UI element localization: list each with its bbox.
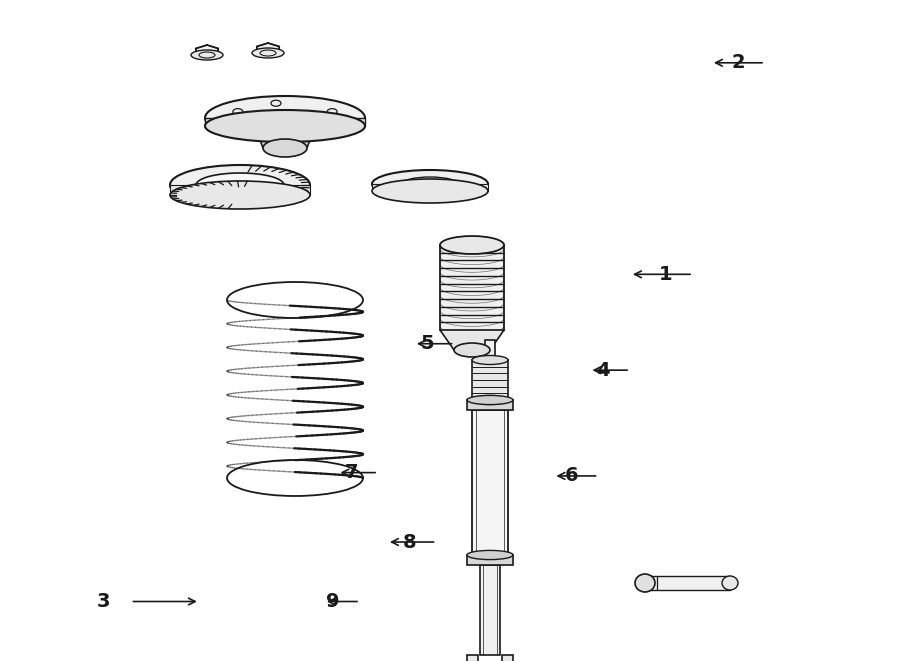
- Polygon shape: [480, 565, 500, 655]
- Ellipse shape: [372, 170, 488, 198]
- Polygon shape: [256, 43, 279, 57]
- Ellipse shape: [472, 395, 508, 405]
- Text: 9: 9: [326, 592, 340, 611]
- Polygon shape: [472, 360, 508, 400]
- Text: 5: 5: [420, 334, 435, 353]
- Polygon shape: [645, 576, 730, 590]
- Ellipse shape: [467, 395, 513, 405]
- Ellipse shape: [170, 165, 310, 205]
- Text: 3: 3: [97, 592, 110, 611]
- Polygon shape: [170, 185, 310, 195]
- Polygon shape: [195, 45, 219, 59]
- Ellipse shape: [454, 343, 490, 357]
- Ellipse shape: [263, 139, 307, 157]
- Ellipse shape: [191, 50, 223, 60]
- Polygon shape: [485, 340, 495, 360]
- Polygon shape: [255, 126, 315, 148]
- Polygon shape: [467, 555, 513, 565]
- Text: 8: 8: [402, 533, 417, 551]
- Text: 1: 1: [659, 265, 673, 284]
- Ellipse shape: [263, 110, 307, 126]
- Text: 2: 2: [731, 54, 745, 72]
- Ellipse shape: [722, 576, 738, 590]
- Polygon shape: [502, 655, 513, 661]
- Ellipse shape: [196, 173, 284, 197]
- Polygon shape: [372, 184, 488, 191]
- Ellipse shape: [170, 181, 310, 209]
- Polygon shape: [440, 245, 504, 330]
- Text: 6: 6: [564, 467, 579, 485]
- Ellipse shape: [635, 574, 655, 592]
- Polygon shape: [467, 400, 513, 410]
- Ellipse shape: [252, 48, 284, 58]
- Polygon shape: [205, 118, 365, 126]
- Ellipse shape: [205, 96, 365, 140]
- Ellipse shape: [205, 110, 365, 142]
- Polygon shape: [440, 330, 504, 350]
- Polygon shape: [472, 410, 508, 555]
- Ellipse shape: [467, 551, 513, 560]
- Text: 4: 4: [596, 361, 610, 379]
- Ellipse shape: [402, 177, 458, 191]
- Ellipse shape: [472, 356, 508, 364]
- Ellipse shape: [372, 179, 488, 203]
- Ellipse shape: [440, 236, 504, 254]
- Text: 7: 7: [344, 463, 358, 482]
- Polygon shape: [467, 655, 478, 661]
